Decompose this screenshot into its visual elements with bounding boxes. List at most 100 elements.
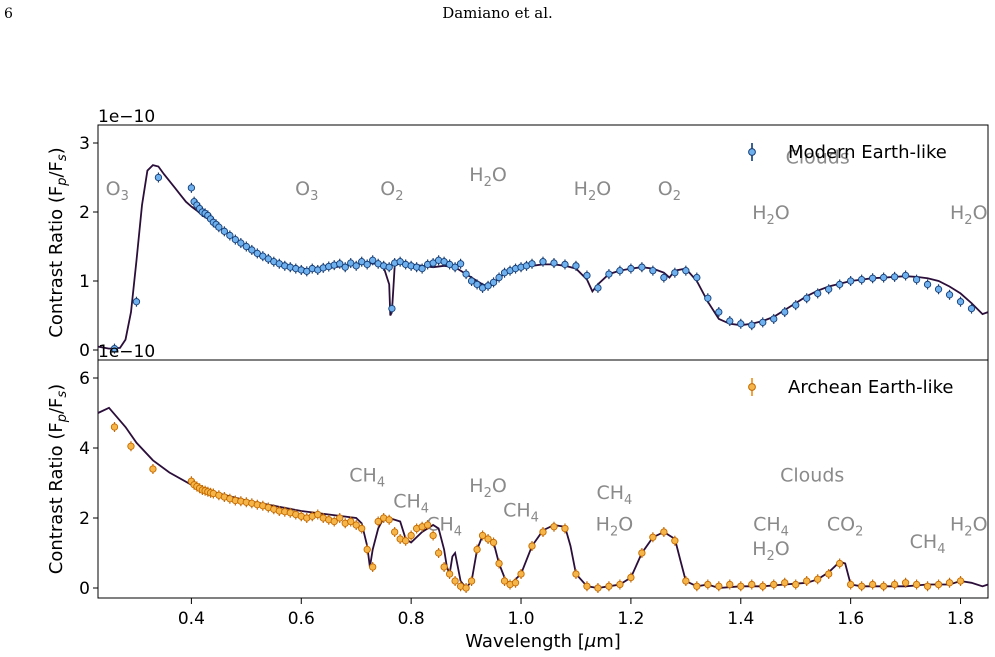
data-point [528,542,536,550]
data-point [868,580,877,589]
y-tick-label: 2 [79,203,90,223]
data-point [550,259,558,267]
data-point [792,580,800,589]
data-point [759,318,767,327]
data-point [671,537,679,545]
data-point [572,570,580,578]
data-point [528,260,536,268]
data-point [231,235,239,244]
data-point [478,531,487,540]
annotation-label: CO2 [827,513,864,539]
legend-marker [748,148,756,156]
data-point [715,308,723,316]
annotation-label: Clouds [780,464,844,486]
panel-modern-earth: 0 1 2 3 1e−10 O3 O3 O2 H2O H2O O2 Clouds H2O H2O Moder… [46,107,989,361]
annotation-label: O3 [295,178,318,204]
running-head: Damiano et al. [442,4,553,22]
data-point [336,260,344,268]
y-tick-label: 3 [79,134,90,154]
data-point [561,260,569,269]
data-point [462,584,470,592]
data-point [352,262,360,270]
legend-label: Modern Earth-like [788,142,947,163]
panel-archean-earth: 02461e−10CH4CH4CH4H2OCH4CH4H2OCloudsCH4H… [46,342,989,599]
annotation-label: O2 [658,178,681,204]
data-point [660,273,668,282]
data-point [473,545,481,554]
data-point [358,524,366,533]
annotation-label: CH4 [596,482,632,508]
data-point [836,280,844,289]
data-point [781,308,789,316]
data-point [594,284,602,292]
data-point [934,285,943,293]
data-point [352,521,360,529]
data-point [945,291,954,299]
data-point [726,317,734,325]
data-point [638,263,646,271]
offset-label: 1e−10 [98,342,155,362]
data-point [423,521,432,529]
data-point [418,264,426,273]
data-point [814,575,822,583]
data-point [967,304,976,313]
data-point [671,269,679,277]
data-point [110,344,119,353]
data-point [649,266,657,275]
data-point [388,304,396,313]
data-point [857,275,866,284]
data-point [489,278,498,287]
data-point [550,523,558,531]
data-point [407,531,415,540]
data-point [517,570,525,578]
annotation-label: H2O [469,475,507,501]
y-tick-label: 1 [79,272,90,292]
x-tick-label: 1.2 [617,609,644,629]
data-point [226,231,234,240]
data-point [374,517,382,526]
data-point [748,321,756,329]
data-point [923,582,932,590]
data-point [429,531,437,540]
legend-marker [748,383,756,391]
data-point [456,260,465,268]
data-point [336,514,344,522]
annotation-label: H2O [752,202,790,228]
data-point [402,537,410,545]
annotation-label: CH4 [393,491,429,517]
data-point [803,577,811,585]
y-axis-label: Contrast Ratio (Fp/Fs) [46,384,70,574]
data-point [484,535,492,543]
data-point [369,256,377,264]
data-point [868,274,877,282]
data-point [539,528,547,536]
data-point [594,584,602,592]
data-point [660,528,668,536]
data-point [857,582,866,590]
annotation-label: CH4 [503,499,539,525]
data-point [759,582,767,590]
data-point [627,573,635,582]
annotation-label: CH4 [910,531,946,557]
data-point [391,528,399,536]
page-number: 6 [4,6,13,22]
data-point [215,223,223,231]
data-point [572,262,580,270]
data-point [627,264,635,273]
annotation-label: H2O [574,178,612,204]
data-point [127,442,135,450]
data-point [836,559,844,568]
annotation-label: CH4 [753,513,789,539]
data-point [770,580,778,589]
x-tick-label: 1.4 [727,609,754,629]
data-point [770,315,778,323]
y-tick-label: 4 [79,439,90,459]
data-point [561,524,569,533]
data-point [330,517,338,526]
data-point [363,545,371,554]
data-point [726,580,734,589]
x-tick-label: 1.8 [947,609,974,629]
offset-label: 1e−10 [98,107,155,127]
data-point [451,577,459,585]
data-point [847,277,855,285]
